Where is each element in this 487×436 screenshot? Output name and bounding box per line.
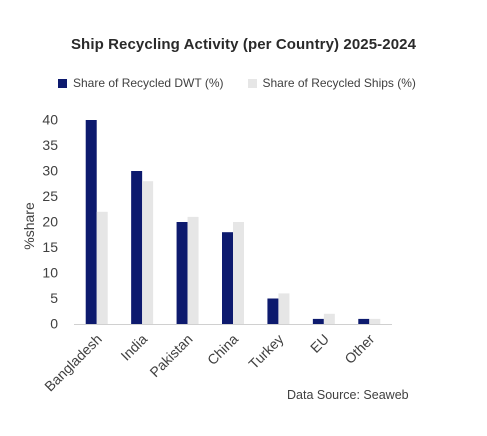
legend-item-dwt: Share of Recycled DWT (%) [58,76,224,90]
y-tick-label: 25 [42,188,58,204]
x-tick-label: China [204,331,241,368]
bar-ships [96,211,108,324]
bar-ships [323,313,335,324]
legend-swatch-dwt [58,78,67,88]
y-axis-label: %share [21,202,37,250]
x-tick-label: Turkey [245,331,286,372]
legend-label-dwt: Share of Recycled DWT (%) [73,76,224,90]
y-tick-label: 20 [42,214,58,230]
legend-label-ships: Share of Recycled Ships (%) [262,76,416,90]
bar-ships [142,181,154,324]
x-tick-label: Pakistan [146,331,195,380]
bar-dwt [358,318,370,324]
bar-dwt [131,171,143,324]
x-tick-label: India [117,331,150,364]
y-tick-label: 10 [42,265,58,281]
bar-dwt [222,232,233,324]
bar-ships [369,318,381,324]
bar-ships [187,216,199,324]
x-tick-label: Bangladesh [41,331,105,395]
bar-dwt [85,120,97,324]
legend-item-ships: Share of Recycled Ships (%) [247,76,416,90]
x-tick-label: EU [307,331,332,356]
y-tick-label: 40 [42,112,58,128]
bar-dwt [176,222,188,324]
data-source-note: Data Source: Seaweb [287,388,409,402]
x-tick-label: Other [341,331,377,367]
y-tick-label: 30 [42,163,58,179]
legend: Share of Recycled DWT (%) Share of Recyc… [58,76,440,90]
bar-ships [233,222,244,324]
y-tick-label: 5 [50,290,58,306]
bar-dwt [267,298,279,324]
y-tick-label: 0 [50,316,58,332]
bar-dwt [312,318,324,324]
y-tick-label: 15 [42,239,58,255]
y-tick-label: 35 [42,137,58,153]
bar-ships [278,293,290,324]
chart-title: Ship Recycling Activity (per Country) 20… [70,36,417,53]
legend-swatch-ships [247,78,257,88]
